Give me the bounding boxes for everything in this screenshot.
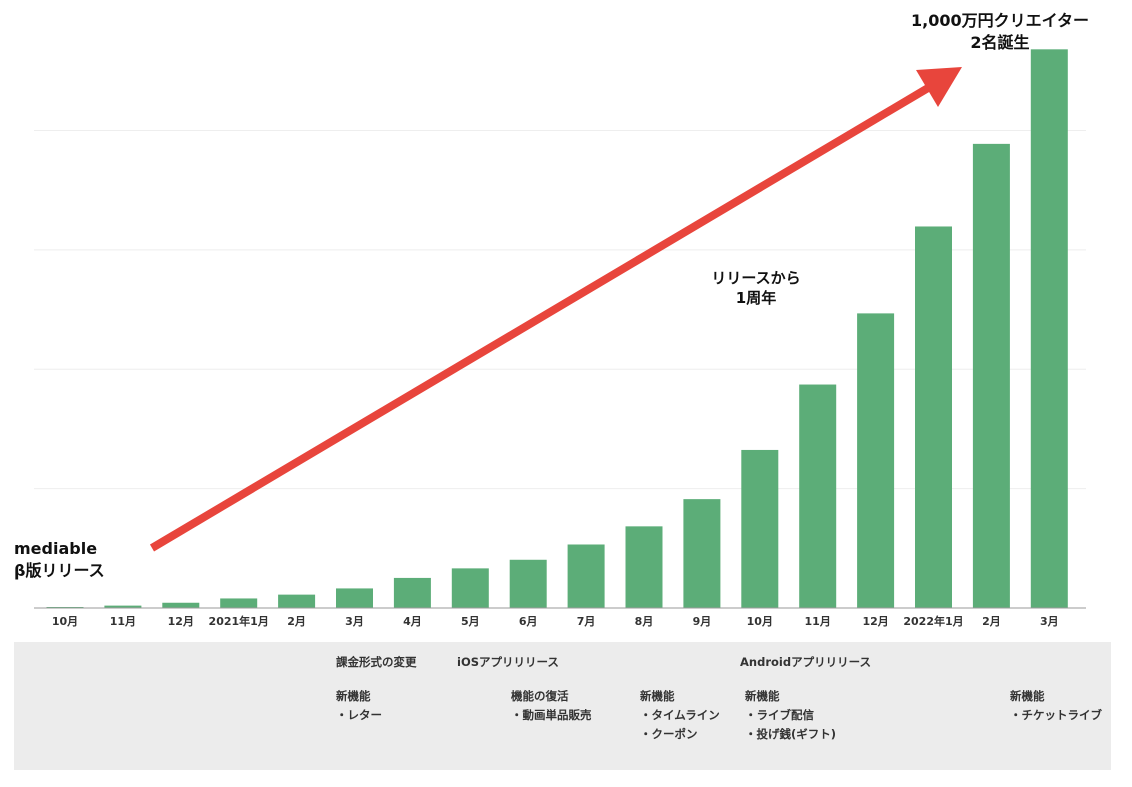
bar-2 (162, 602, 200, 608)
x-tick-label-5: 3月 (345, 615, 364, 628)
beta-release-line-2: β版リリース (14, 560, 105, 580)
bar-1 (104, 605, 142, 608)
growth-arrow (149, 67, 962, 552)
beta-release-annotation: mediable β版リリース (14, 538, 144, 581)
features-march-item: ・レター (336, 708, 382, 722)
features-sept-item-2: ・クーポン (640, 727, 698, 741)
x-tick-label-9: 7月 (577, 615, 596, 628)
bar-4 (278, 594, 316, 608)
billing-change-label: 課金形式の変更 (336, 655, 417, 669)
x-tick-label-3: 2021年1月 (209, 614, 269, 628)
features-mar22-item: ・チケットライブ (1010, 708, 1102, 722)
milestone-line-1: 1,000万円クリエイター (911, 11, 1089, 30)
x-tick-label-14: 12月 (862, 615, 888, 628)
x-tick-label-10: 8月 (635, 615, 654, 628)
one-year-annotation: リリースから 1周年 (676, 268, 836, 309)
bar-12 (741, 449, 779, 608)
x-tick-label-15: 2022年1月 (903, 614, 963, 628)
features-mar22: 新機能 ・チケットライブ (1010, 687, 1102, 725)
x-tick-label-16: 2月 (982, 615, 1001, 628)
x-tick-label-17: 3月 (1040, 615, 1059, 628)
one-year-line-1: リリースから (711, 269, 801, 287)
bar-10 (625, 526, 663, 608)
bar-14 (857, 313, 895, 608)
features-march: 新機能 ・レター (336, 687, 382, 725)
bar-3 (220, 598, 258, 608)
x-tick-labels: 10月 11月 12月 2021年1月 2月 3月 4月 5月 6月 7月 8月 9月 10月 11月 12… (52, 614, 1059, 628)
features-march-heading: 新機能 (336, 689, 371, 703)
ios-release-label: iOSアプリリリース (457, 655, 559, 669)
bar-13 (799, 384, 837, 608)
features-june: 機能の復活 ・動画単品販売 (511, 687, 592, 725)
android-release-label: Androidアプリリリース (740, 655, 871, 669)
bar-9 (567, 544, 605, 608)
x-tick-label-1: 11月 (110, 615, 136, 628)
features-oct-item-2: ・投げ銭(ギフト) (745, 727, 837, 741)
features-sept: 新機能 ・タイムライン ・クーポン (640, 687, 720, 744)
milestone-line-2: 2名誕生 (970, 32, 1030, 52)
features-oct-item-1: ・ライブ配信 (745, 708, 814, 722)
x-tick-label-13: 11月 (805, 615, 831, 628)
bar-6 (393, 577, 431, 608)
x-tick-label-2: 12月 (168, 615, 194, 628)
x-tick-label-12: 10月 (747, 615, 773, 628)
milestone-annotation: 1,000万円クリエイター 2名誕生 (880, 10, 1120, 53)
bars (46, 49, 1068, 609)
bar-16 (972, 143, 1010, 608)
gridlines (34, 130, 1086, 490)
feature-timeline-panel: 課金形式の変更 iOSアプリリリース Androidアプリリリース 新機能 ・レ… (14, 642, 1111, 770)
bar-17 (1030, 49, 1068, 608)
bar-11 (683, 499, 721, 608)
bar-8 (509, 559, 547, 608)
features-sept-heading: 新機能 (640, 689, 675, 703)
bar-5 (336, 588, 373, 608)
beta-release-line-1: mediable (14, 539, 98, 558)
features-mar22-heading: 新機能 (1010, 689, 1045, 703)
x-tick-label-0: 10月 (52, 615, 78, 628)
features-oct-heading: 新機能 (745, 689, 780, 703)
bar-chart: 10月 11月 12月 2021年1月 2月 3月 4月 5月 6月 7月 8月 9月 10月 11月 12… (34, 49, 1086, 628)
bar-7 (451, 568, 489, 608)
features-sept-item-1: ・タイムライン (640, 708, 720, 722)
features-june-item: ・動画単品販売 (511, 708, 592, 722)
x-tick-label-4: 2月 (287, 615, 306, 628)
bar-15 (915, 226, 952, 609)
x-tick-label-11: 9月 (693, 615, 712, 628)
features-june-heading: 機能の復活 (511, 689, 569, 703)
x-tick-label-7: 5月 (461, 615, 480, 628)
one-year-line-2: 1周年 (735, 289, 777, 308)
x-tick-label-6: 4月 (403, 615, 422, 628)
x-tick-label-8: 6月 (519, 615, 538, 628)
features-oct: 新機能 ・ライブ配信 ・投げ銭(ギフト) (745, 687, 836, 744)
